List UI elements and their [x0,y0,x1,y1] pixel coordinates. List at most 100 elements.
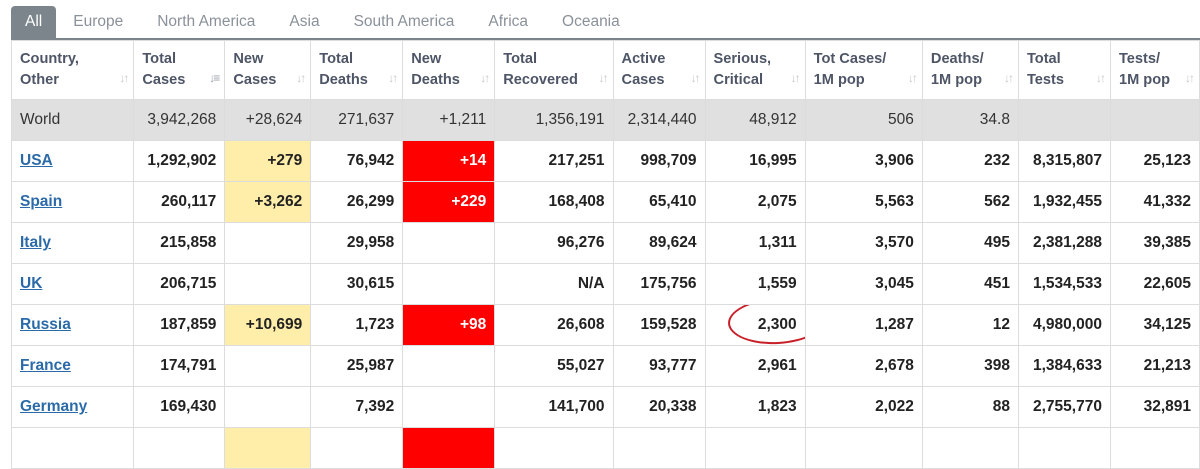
header-label-line1: Tot Cases/ [813,51,887,67]
cell-total-cases: 215,858 [133,222,226,264]
world-row: World 3,942,268 +28,624 271,637 +1,211 1,356,… [10,99,1200,141]
country-link[interactable]: France [20,357,71,374]
cell-serious-critical: 2,300 [704,304,806,346]
cell-total-recovered: 1,356,191 [494,99,614,141]
column-header-tests-per-1m[interactable]: Tests/1M pop ↓↑ [1109,40,1200,100]
header-label-line1: Country, [20,51,79,67]
sort-icon[interactable]: ↓↑ [388,71,398,85]
cell-new-deaths [402,222,496,264]
cell-total-recovered: 96,276 [494,222,614,264]
cell-country-other: Germany [10,386,135,428]
column-header-country-other[interactable]: Country, Other ↓↑ [10,40,135,100]
cell-total-recovered: 217,251 [494,140,614,182]
cell-new-cases [224,427,312,469]
cell-total-recovered: 168,408 [494,181,614,223]
country-link[interactable]: Italy [20,234,52,251]
header-label-line2: 1M pop [930,72,982,88]
column-header-active-cases[interactable]: Active Cases ↓↑ [612,40,706,100]
covid-stats-table: Country, Other ↓↑ Total Cases ↓≡ New Cases ↓↑ Tot… [10,40,1200,469]
column-header-tot-cases-per-1m[interactable]: Tot Cases/1M pop ↓↑ [804,40,923,100]
cell-total-tests: 8,315,807 [1017,140,1111,182]
header-label-line1: Active [621,51,666,67]
cell-new-cases [224,222,312,264]
cell-country-other: World [10,99,135,141]
cell-total-cases: 1,292,902 [133,140,226,182]
sort-icon[interactable]: ↓↑ [907,71,918,85]
cell-total-recovered: N/A [494,263,614,305]
header-label-line1: Total [503,51,538,67]
header-label-line1: Tests/ [1118,51,1161,67]
tab-asia[interactable]: Asia [289,13,320,30]
region-tabs: All Europe North America Asia South Amer… [11,6,637,38]
column-header-new-cases[interactable]: New Cases ↓↑ [224,40,312,100]
tab-europe[interactable]: Europe [73,13,124,30]
sort-icon[interactable]: ↓↑ [480,71,490,85]
sort-icon[interactable]: ↓↑ [296,71,306,85]
cell-deaths-per-1m: 495 [921,222,1019,264]
cell-tot-cases-per-1m: 5,563 [804,181,923,223]
sort-icon[interactable]: ↓↑ [119,71,129,85]
cell-active-cases: 65,410 [612,181,706,223]
header-label-line2: Other [20,72,59,88]
column-header-new-deaths[interactable]: New Deaths ↓↑ [402,40,496,100]
red-circle-annotation [726,305,805,345]
cell-tot-cases-per-1m: 3,570 [804,222,923,264]
cell-deaths-per-1m: 398 [921,345,1019,387]
table-row: UK 206,715 30,615 N/A 175,756 1,559 3,045 451 1,… [10,263,1200,305]
cell-active-cases: 89,624 [612,222,706,264]
tab-africa[interactable]: Africa [488,13,529,30]
cell-serious-critical: 2,961 [704,345,806,387]
cell-active-cases: 20,338 [612,386,706,428]
country-link[interactable]: UK [20,275,43,292]
sort-icon[interactable]: ↓↑ [790,71,801,85]
cell-serious-critical: 1,311 [704,222,806,264]
cell-country-other: Italy [10,222,135,264]
column-header-total-cases[interactable]: Total Cases ↓≡ [133,40,226,100]
cell-tot-cases-per-1m: 3,906 [804,140,923,182]
cell-tests-per-1m [1109,427,1200,469]
table-row: France 174,791 25,987 55,027 93,777 2,961 2,67… [10,345,1200,387]
cell-deaths-per-1m: 451 [921,263,1019,305]
sort-desc-icon[interactable]: ↓≡ [209,71,220,85]
table-row: Italy 215,858 29,958 96,276 89,624 1,311 3,570… [10,222,1200,264]
column-header-total-recovered[interactable]: Total Recovered ↓↑ [494,40,614,100]
tab-north-america[interactable]: North America [157,13,256,30]
cell-new-cases: +28,624 [224,99,312,141]
column-header-serious-critical[interactable]: Serious, Critical ↓↑ [704,40,806,100]
country-link[interactable]: Russia [20,316,71,333]
tab-all[interactable]: All [11,6,57,38]
sort-icon[interactable]: ↓↑ [1095,71,1106,85]
cell-total-cases: 206,715 [133,263,226,305]
cell-total-tests: 4,980,000 [1017,304,1111,346]
tab-underline [11,38,1200,40]
sort-icon[interactable]: ↓↑ [690,71,701,85]
table-row: Russia 187,859 +10,699 1,723 +98 26,608 159,52… [10,304,1200,346]
cell-total-deaths: 26,299 [310,181,404,223]
column-header-deaths-per-1m[interactable]: Deaths/1M pop ↓↑ [921,40,1019,100]
cell-deaths-per-1m [921,427,1019,469]
sort-icon[interactable]: ↓↑ [1003,71,1014,85]
tab-oceania[interactable]: Oceania [562,13,620,30]
sort-icon[interactable]: ↓↑ [1185,71,1195,85]
cell-deaths-per-1m: 562 [921,181,1019,223]
cell-new-cases [224,345,312,387]
country-link[interactable]: Germany [20,398,88,415]
cell-tot-cases-per-1m [804,427,923,469]
column-header-total-tests[interactable]: Total Tests ↓↑ [1017,40,1111,100]
header-label-line2: Deaths [411,72,460,88]
header-label-line1: Total [319,51,354,67]
country-link[interactable]: Spain [20,193,63,210]
tab-south-america[interactable]: South America [353,13,455,30]
sort-icon[interactable]: ↓↑ [598,71,609,85]
cell-tot-cases-per-1m: 2,022 [804,386,923,428]
cell-country-other: France [10,345,135,387]
column-header-total-deaths[interactable]: Total Deaths ↓↑ [310,40,404,100]
cell-new-cases: +3,262 [224,181,312,223]
cell-active-cases: 175,756 [612,263,706,305]
cell-total-deaths: 76,942 [310,140,404,182]
country-link[interactable]: USA [20,152,53,169]
header-label-line1: Deaths/ [930,51,984,67]
header-label-line2: 1M pop [813,72,865,88]
cell-country-other [10,427,135,469]
cell-total-cases: 174,791 [133,345,226,387]
